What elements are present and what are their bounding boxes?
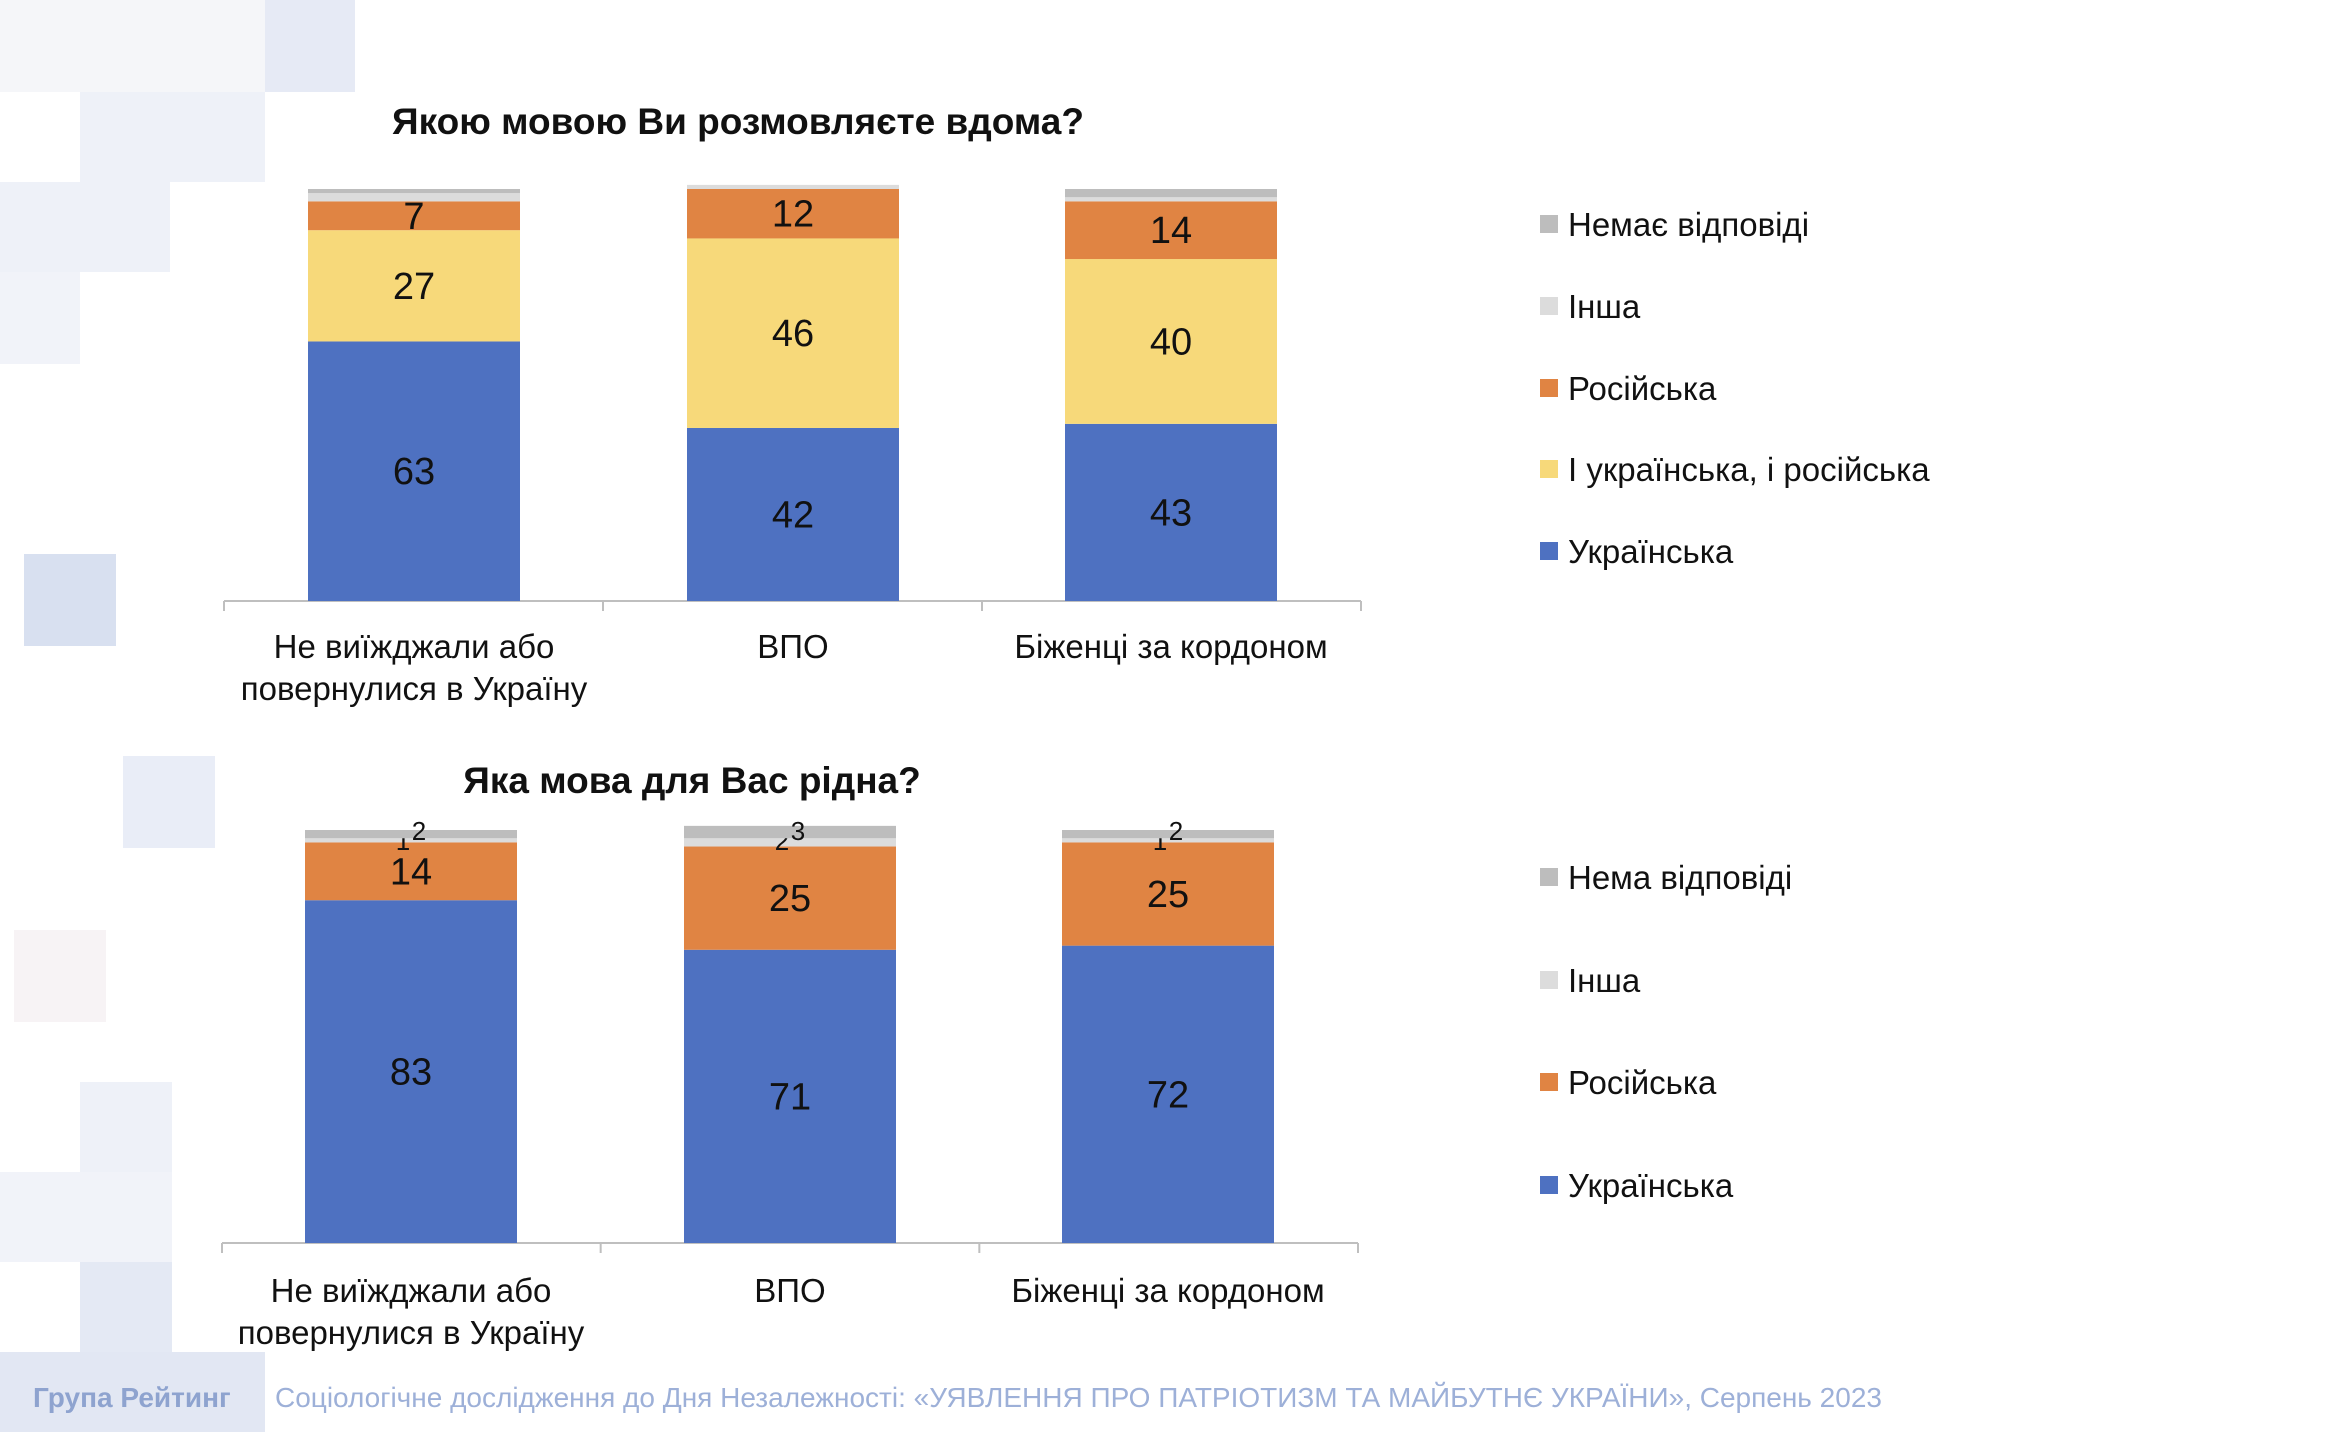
- legend: Немає відповіді Інша Російська І українська…: [1540, 206, 1930, 570]
- legend-swatch: [1540, 1073, 1558, 1091]
- data-label: 46: [772, 313, 814, 355]
- bar-segment: [1062, 945, 1274, 1243]
- data-label: 71: [769, 1076, 811, 1118]
- data-label-small: 3: [791, 816, 805, 846]
- footer-text: Соціологічне дослідження до Дня Незалежн…: [275, 1382, 1882, 1413]
- legend-swatch: [1540, 1176, 1558, 1194]
- category-label: Не виїжджали або: [274, 628, 555, 665]
- legend-swatch: [1540, 542, 1558, 560]
- data-label: 14: [1150, 210, 1192, 252]
- data-label: 12: [772, 194, 814, 236]
- bar-segment: [1065, 197, 1277, 202]
- category-label: Біженці за кордоном: [1014, 628, 1327, 665]
- bar-segment: [684, 838, 896, 847]
- bar-segment: [687, 184, 899, 189]
- bar-segment: [687, 189, 899, 239]
- data-label: 25: [769, 878, 811, 920]
- bar-segment: [684, 825, 896, 839]
- legend-swatch: [1540, 215, 1558, 233]
- legend-label: Немає відповіді: [1568, 206, 1809, 243]
- bar-segment: [1062, 842, 1274, 946]
- data-label: 63: [393, 451, 435, 493]
- legend-label: Українська: [1568, 533, 1734, 570]
- data-label: 7: [403, 196, 424, 238]
- category-label: повернулися в Україну: [238, 1314, 585, 1351]
- legend-swatch: [1540, 297, 1558, 315]
- footer-brand: Група Рейтинг: [33, 1382, 231, 1413]
- category-label: Біженці за кордоном: [1011, 1272, 1324, 1309]
- data-label: 42: [772, 494, 814, 536]
- legend-label: Нема відповіді: [1568, 859, 1792, 896]
- data-label-small: 2: [1169, 816, 1183, 846]
- chart-title: Яка мова для Вас рідна?: [463, 760, 920, 801]
- legend-swatch: [1540, 971, 1558, 989]
- bar-segment: [684, 949, 896, 1243]
- data-label: 43: [1150, 492, 1192, 534]
- legend-swatch: [1540, 460, 1558, 478]
- background-decoration: [0, 0, 355, 1432]
- bar-segment: [1065, 189, 1277, 198]
- legend-swatch: [1540, 868, 1558, 886]
- category-label: ВПО: [754, 1272, 825, 1309]
- bar-segment: [308, 230, 520, 342]
- chart-title: Якою мовою Ви розмовляєте вдома?: [392, 101, 1084, 142]
- bar-segment: [305, 830, 517, 839]
- bar-segment: [308, 341, 520, 601]
- bar-segment: [308, 193, 520, 202]
- bar-segment: [1065, 423, 1277, 601]
- bar-segment: [684, 846, 896, 950]
- bar-segment: [687, 427, 899, 601]
- legend-label: Російська: [1568, 370, 1717, 407]
- legend: Нема відповіді Інша Російська Українська: [1540, 859, 1792, 1204]
- data-label: 83: [390, 1052, 432, 1094]
- chart-1: Якою мовою Ви розмовляєте вдома? 63 27 7 Не …: [223, 101, 1930, 707]
- legend-label: Інша: [1568, 288, 1641, 325]
- bar-segment: [1065, 259, 1277, 424]
- category-label: повернулися в Україну: [241, 670, 588, 707]
- data-label: 40: [1150, 321, 1192, 363]
- bar-segment: [1062, 830, 1274, 839]
- data-label-small: 2: [412, 816, 426, 846]
- data-label: 27: [393, 266, 435, 308]
- data-label: 72: [1147, 1074, 1189, 1116]
- bar-segment: [305, 838, 517, 843]
- data-label: 14: [390, 851, 432, 893]
- bar-segment: [305, 900, 517, 1243]
- bar-segment: [687, 238, 899, 428]
- bar-segment: [308, 189, 520, 194]
- legend-label: Інша: [1568, 962, 1641, 999]
- legend-label: Українська: [1568, 1167, 1734, 1204]
- bar-segment: [305, 842, 517, 901]
- category-label: ВПО: [757, 628, 828, 665]
- legend-label: Російська: [1568, 1064, 1717, 1101]
- bar-segment: [1062, 838, 1274, 843]
- category-label: Не виїжджали або: [271, 1272, 552, 1309]
- data-label: 25: [1147, 874, 1189, 916]
- legend-swatch: [1540, 379, 1558, 397]
- footer: Група Рейтинг Соціологічне дослідження д…: [33, 1382, 1882, 1413]
- bar-segment: [308, 201, 520, 231]
- bar-segment: [1065, 201, 1277, 260]
- legend-label: І українська, і російська: [1568, 451, 1930, 488]
